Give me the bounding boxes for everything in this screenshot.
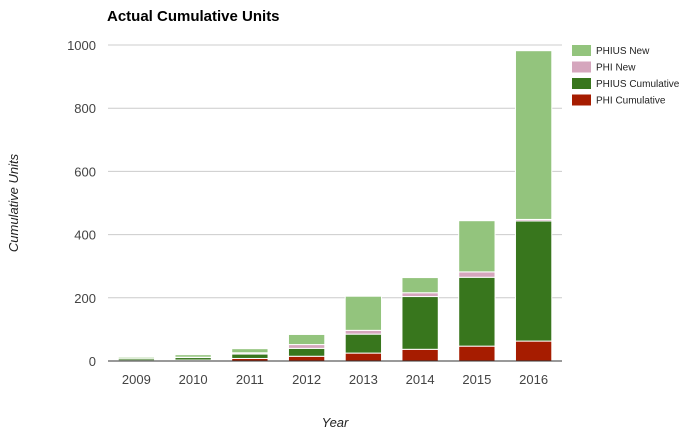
- bar-segment: [287, 333, 326, 346]
- y-tick-label: 600: [74, 164, 96, 179]
- bar-segment: [287, 344, 326, 349]
- x-tick-label: 2014: [406, 372, 435, 387]
- x-tick-label: 2010: [179, 372, 208, 387]
- legend-swatch: [572, 45, 591, 56]
- x-tick-label: 2013: [349, 372, 378, 387]
- bar-segment: [117, 356, 156, 360]
- bar-segment: [401, 348, 439, 362]
- y-tick-label: 400: [74, 228, 96, 243]
- bar-segment: [401, 292, 439, 298]
- legend-label: PHIUS Cumulative: [596, 79, 680, 90]
- y-tick-label: 800: [74, 101, 96, 116]
- bar-segment: [401, 277, 439, 294]
- bar-segment: [231, 348, 269, 354]
- legend-swatch: [572, 94, 591, 106]
- bar-segment: [458, 271, 496, 278]
- bar-segment: [287, 347, 326, 357]
- bar-segment: [514, 50, 553, 220]
- bar-segment: [344, 333, 383, 354]
- bar-segment: [174, 354, 212, 358]
- bar-segment: [458, 220, 496, 273]
- bar-segment: [401, 296, 439, 350]
- bar-segment: [458, 345, 496, 362]
- legend-label: PHI New: [596, 63, 636, 74]
- x-tick-label: 2016: [519, 372, 548, 387]
- legend-label: PHIUS New: [596, 46, 650, 57]
- legend-swatch: [572, 78, 591, 89]
- legend: PHIUS New PHI New PHIUS Cumulative PHI Cumu…: [572, 45, 680, 107]
- x-axis-title: Year: [322, 415, 349, 430]
- legend-swatch: [572, 61, 591, 73]
- x-axis-ticks: 2009 2010 2011 2012 2013 2014 2015 2016: [122, 372, 548, 387]
- bar-segment: [458, 276, 496, 347]
- y-tick-label: 200: [74, 291, 96, 306]
- y-axis-ticks: 0 200 400 600 800 1000: [67, 38, 96, 369]
- bar-segment: [514, 220, 553, 342]
- bar-segment: [231, 353, 269, 359]
- x-tick-label: 2009: [122, 372, 151, 387]
- x-tick-label: 2015: [462, 372, 491, 387]
- x-tick-label: 2011: [236, 372, 264, 387]
- legend-label: PHI Cumulative: [596, 96, 666, 107]
- bar-segment: [287, 355, 326, 362]
- y-tick-label: 0: [89, 354, 96, 369]
- chart-title: Actual Cumulative Units: [107, 8, 280, 25]
- bar-segment: [344, 329, 383, 335]
- bar-segment: [514, 340, 553, 362]
- y-tick-label: 1000: [67, 38, 96, 53]
- bar-segment: [344, 352, 383, 362]
- bars: [117, 50, 553, 362]
- bar-segment: [344, 295, 383, 331]
- x-tick-label: 2012: [292, 372, 321, 387]
- y-axis-title: Cumulative Units: [6, 153, 21, 252]
